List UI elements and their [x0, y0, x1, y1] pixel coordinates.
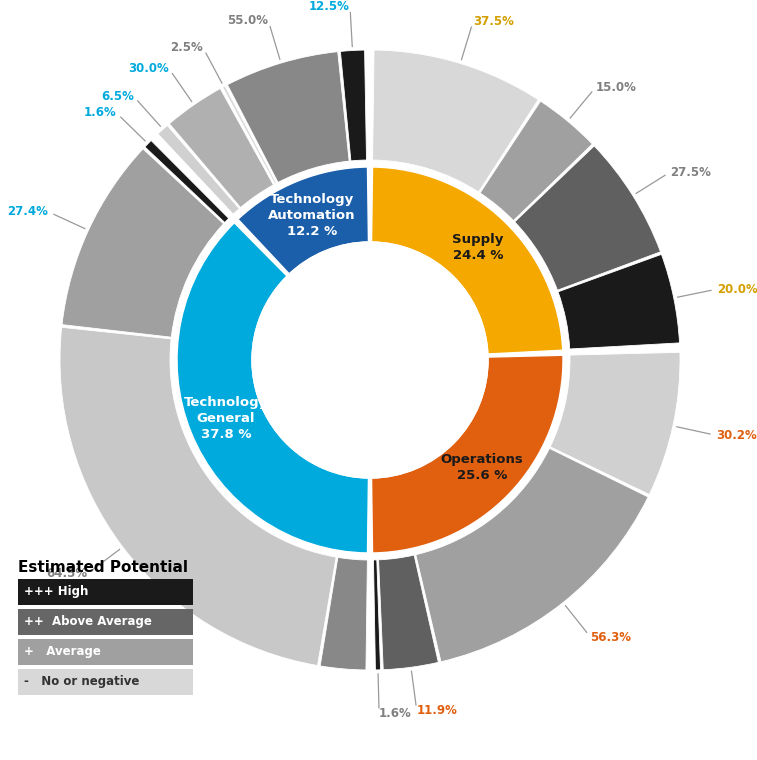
Text: Supply
24.4 %: Supply 24.4 %: [452, 233, 503, 262]
Text: 6.5%: 6.5%: [101, 90, 134, 103]
Wedge shape: [227, 52, 349, 182]
Wedge shape: [372, 50, 538, 192]
Wedge shape: [177, 223, 369, 553]
Wedge shape: [238, 167, 369, 274]
Text: +++ High: +++ High: [24, 585, 89, 599]
Text: Operations
25.6 %: Operations 25.6 %: [441, 454, 523, 483]
Wedge shape: [416, 448, 648, 662]
Text: ++  Above Average: ++ Above Average: [24, 616, 152, 629]
Circle shape: [252, 242, 488, 478]
Text: +   Average: + Average: [24, 645, 101, 658]
Text: 30.0%: 30.0%: [128, 62, 169, 75]
Bar: [18, 609, 193, 635]
Wedge shape: [62, 149, 223, 337]
Text: -   No or negative: - No or negative: [24, 676, 139, 689]
Wedge shape: [223, 86, 276, 184]
Text: 30.2%: 30.2%: [716, 429, 757, 442]
Wedge shape: [145, 141, 229, 223]
Wedge shape: [378, 555, 438, 670]
Text: 27.4%: 27.4%: [8, 205, 48, 218]
Text: 56.3%: 56.3%: [590, 631, 631, 644]
Bar: [18, 639, 193, 665]
Text: 11.9%: 11.9%: [417, 705, 458, 717]
Text: 20.0%: 20.0%: [717, 283, 757, 296]
Wedge shape: [170, 89, 273, 207]
Wedge shape: [60, 328, 336, 666]
Wedge shape: [372, 167, 562, 354]
Bar: [18, 579, 193, 605]
Text: Technology
Automation
12.2 %: Technology Automation 12.2 %: [268, 193, 356, 239]
Text: 64.5%: 64.5%: [46, 567, 88, 580]
Wedge shape: [158, 125, 239, 214]
Bar: [18, 669, 193, 695]
Text: 1.6%: 1.6%: [84, 106, 117, 119]
Text: Technology
General
37.8 %: Technology General 37.8 %: [184, 396, 268, 441]
Wedge shape: [558, 255, 680, 349]
Text: Estimated Potential: Estimated Potential: [18, 560, 188, 575]
Wedge shape: [341, 50, 366, 161]
Wedge shape: [320, 557, 367, 670]
Text: 55.0%: 55.0%: [227, 14, 269, 27]
Wedge shape: [515, 146, 661, 290]
Text: 15.0%: 15.0%: [596, 81, 637, 93]
Text: 2.5%: 2.5%: [170, 41, 203, 54]
Text: 37.5%: 37.5%: [473, 15, 514, 28]
Text: 27.5%: 27.5%: [670, 166, 711, 179]
Text: 1.6%: 1.6%: [379, 708, 412, 720]
Text: 12.5%: 12.5%: [309, 0, 350, 13]
Wedge shape: [372, 355, 563, 553]
Wedge shape: [550, 353, 680, 495]
Wedge shape: [480, 101, 592, 220]
Wedge shape: [373, 560, 381, 670]
